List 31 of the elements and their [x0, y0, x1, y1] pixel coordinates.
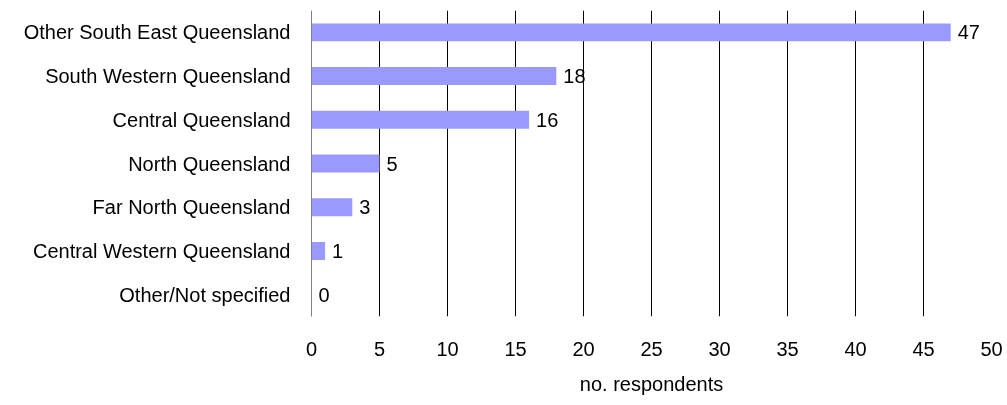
x-tick-label: 45: [912, 337, 935, 360]
y-tick-label: North Queensland: [128, 152, 291, 175]
x-tick-label: 50: [980, 337, 1003, 360]
y-tick-label: Other/Not specified: [119, 283, 291, 306]
data-label: 1: [332, 239, 344, 262]
data-label: 3: [359, 196, 371, 219]
bar: [311, 23, 951, 42]
x-tick-label: 20: [572, 337, 595, 360]
x-tick-label: 25: [640, 337, 663, 360]
x-tick-label: 5: [373, 337, 386, 360]
data-label: 5: [386, 152, 398, 175]
bar: [311, 198, 353, 217]
bar: [311, 154, 380, 173]
bar: [311, 241, 326, 260]
bar: [311, 110, 530, 129]
x-tick-label: 30: [708, 337, 731, 360]
x-tick-label: 35: [776, 337, 799, 360]
data-label: 47: [957, 21, 980, 44]
y-tick-label: South Western Queensland: [45, 65, 291, 88]
y-tick-label: Other South East Queensland: [23, 21, 291, 44]
x-tick-label: 15: [504, 337, 527, 360]
y-tick-label: Central Western Queensland: [32, 239, 291, 262]
y-tick-label: Far North Queensland: [92, 196, 291, 219]
x-axis-title: no. respondents: [579, 372, 724, 395]
x-tick-label: 40: [844, 337, 867, 360]
x-tick-label: 0: [305, 337, 318, 360]
y-tick-label: Central Queensland: [112, 108, 291, 131]
data-label: 16: [536, 108, 559, 131]
data-label: 0: [318, 283, 330, 306]
bar: [311, 67, 557, 86]
x-tick-label: 10: [436, 337, 459, 360]
